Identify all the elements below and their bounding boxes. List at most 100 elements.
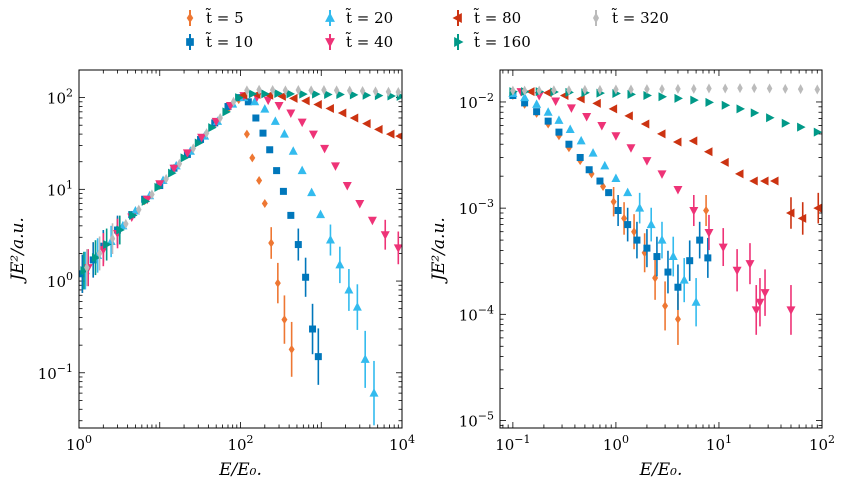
data-point <box>628 84 634 95</box>
legend-label: t̃ = 80 <box>473 8 521 27</box>
y-axis-label: JE²/a.u. <box>8 217 28 284</box>
y-tick-label: 10−1 <box>38 362 73 383</box>
data-point <box>686 257 694 265</box>
data-point <box>352 302 362 311</box>
axis-ticks <box>500 69 823 428</box>
legend-item: t̃ = 80 <box>452 8 521 27</box>
data-point <box>282 85 289 96</box>
data-point <box>308 130 318 140</box>
data-point <box>273 167 281 175</box>
series <box>509 92 712 310</box>
legend-marker <box>325 38 335 48</box>
data-point <box>295 85 302 96</box>
series <box>83 92 402 287</box>
x-tick-label: 101 <box>706 433 732 454</box>
data-point <box>565 140 573 148</box>
data-point <box>336 90 345 100</box>
data-point <box>261 89 270 99</box>
data-point <box>623 187 633 197</box>
data-point <box>668 251 678 261</box>
axes-frame <box>499 69 823 429</box>
data-point <box>597 122 607 131</box>
data-point <box>260 104 270 113</box>
data-point <box>235 93 244 103</box>
data-point <box>674 283 682 291</box>
data-point <box>614 207 622 215</box>
data-point <box>337 108 347 118</box>
data-point <box>532 99 542 108</box>
data-point <box>252 114 260 122</box>
data-point <box>566 85 572 96</box>
data-point <box>644 84 650 95</box>
data-point <box>349 90 359 100</box>
x-tick-label: 100 <box>66 433 92 454</box>
data-point <box>141 196 151 206</box>
data-point <box>222 107 231 117</box>
data-point <box>103 240 112 250</box>
data-point <box>96 248 103 259</box>
data-point <box>613 84 619 95</box>
data-point <box>785 208 795 218</box>
data-point <box>321 85 327 96</box>
data-point <box>314 353 322 361</box>
series <box>80 92 379 426</box>
plot-area <box>79 84 402 426</box>
data-point <box>722 83 728 94</box>
data-point <box>642 157 652 166</box>
data-point <box>269 85 276 96</box>
right-panel: 10−1 100 101 102 10−5 10−4 10−3 10−2 E/E₀. JE²/a.… <box>429 69 835 480</box>
data-point <box>264 90 274 100</box>
legend-item: t̃ = 20 <box>325 8 393 27</box>
data-point <box>123 218 129 229</box>
data-point <box>372 86 379 97</box>
data-point <box>674 93 683 103</box>
data-point <box>230 96 237 107</box>
data-point <box>720 157 729 167</box>
data-point <box>703 147 713 157</box>
plot-area <box>508 83 822 345</box>
data-point <box>274 278 281 288</box>
data-point <box>259 129 267 137</box>
data-point <box>600 160 610 170</box>
legend-label: t̃ = 160 <box>473 32 531 51</box>
y-tick-label: 100 <box>47 270 73 291</box>
data-point <box>705 97 714 107</box>
series <box>80 88 402 290</box>
data-point <box>760 176 769 186</box>
data-point <box>182 149 192 158</box>
data-point <box>129 210 138 220</box>
data-point <box>335 259 345 269</box>
data-point <box>180 153 190 163</box>
y-tick-label: 10−4 <box>459 303 494 324</box>
data-point <box>217 112 223 123</box>
data-point <box>582 84 588 95</box>
data-point <box>312 89 321 99</box>
data-point <box>813 203 822 213</box>
data-point <box>344 284 354 294</box>
data-point <box>624 111 633 121</box>
data-point <box>565 124 575 134</box>
data-point <box>736 104 745 114</box>
data-point <box>672 137 682 147</box>
data-point <box>393 244 402 253</box>
data-point <box>718 243 728 253</box>
data-point <box>360 354 370 363</box>
data-point <box>770 176 779 186</box>
y-tick-label: 101 <box>47 178 73 199</box>
data-point <box>696 236 704 244</box>
data-point <box>395 132 402 140</box>
data-point <box>782 83 789 94</box>
data-point <box>543 107 553 116</box>
data-point <box>721 100 731 110</box>
data-point <box>109 233 116 244</box>
data-point <box>662 301 669 311</box>
data-point <box>346 85 353 96</box>
data-point <box>149 189 155 200</box>
data-point <box>203 128 210 139</box>
data-point <box>355 200 365 209</box>
legend-marker <box>186 38 194 46</box>
data-point <box>288 344 295 354</box>
data-point <box>732 266 742 276</box>
